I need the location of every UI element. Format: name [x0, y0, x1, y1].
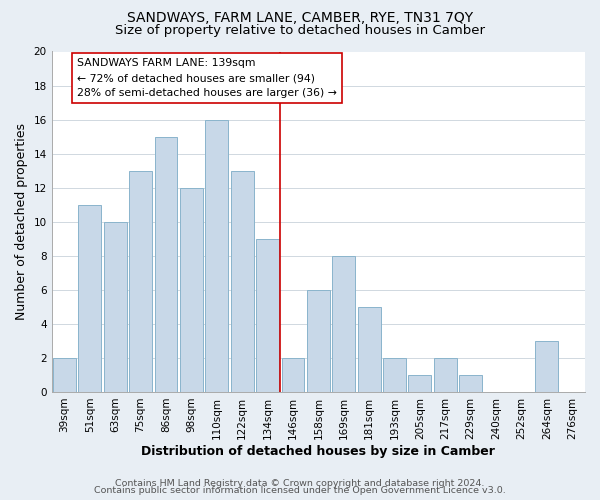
- Bar: [535, 341, 559, 392]
- Bar: [205, 120, 228, 392]
- Text: Size of property relative to detached houses in Camber: Size of property relative to detached ho…: [115, 24, 485, 37]
- Bar: [155, 136, 178, 392]
- Bar: [332, 256, 355, 392]
- Bar: [79, 204, 101, 392]
- Bar: [180, 188, 203, 392]
- Bar: [281, 358, 304, 392]
- Bar: [307, 290, 330, 392]
- Bar: [409, 375, 431, 392]
- Bar: [383, 358, 406, 392]
- Bar: [53, 358, 76, 392]
- Bar: [434, 358, 457, 392]
- X-axis label: Distribution of detached houses by size in Camber: Distribution of detached houses by size …: [142, 444, 495, 458]
- Text: SANDWAYS FARM LANE: 139sqm
← 72% of detached houses are smaller (94)
28% of semi: SANDWAYS FARM LANE: 139sqm ← 72% of deta…: [77, 58, 337, 98]
- Bar: [231, 170, 254, 392]
- Bar: [459, 375, 482, 392]
- Bar: [104, 222, 127, 392]
- Text: Contains HM Land Registry data © Crown copyright and database right 2024.: Contains HM Land Registry data © Crown c…: [115, 478, 485, 488]
- Bar: [129, 170, 152, 392]
- Bar: [256, 239, 279, 392]
- Text: Contains public sector information licensed under the Open Government Licence v3: Contains public sector information licen…: [94, 486, 506, 495]
- Bar: [358, 307, 380, 392]
- Y-axis label: Number of detached properties: Number of detached properties: [15, 123, 28, 320]
- Text: SANDWAYS, FARM LANE, CAMBER, RYE, TN31 7QY: SANDWAYS, FARM LANE, CAMBER, RYE, TN31 7…: [127, 11, 473, 25]
